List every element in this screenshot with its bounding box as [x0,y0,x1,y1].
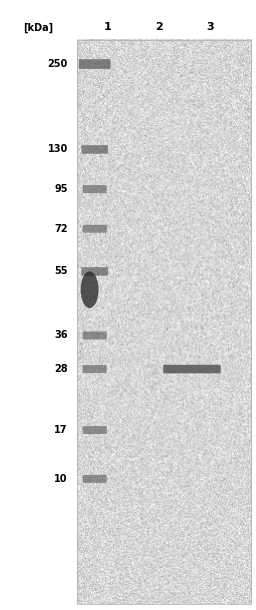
Text: 2: 2 [155,23,163,32]
FancyBboxPatch shape [79,59,111,69]
FancyBboxPatch shape [83,475,107,483]
FancyBboxPatch shape [81,267,108,276]
Text: 28: 28 [54,364,68,374]
FancyBboxPatch shape [83,426,107,434]
Text: [kDa]: [kDa] [23,23,54,32]
Ellipse shape [81,271,99,308]
FancyBboxPatch shape [83,365,107,373]
Text: 55: 55 [54,267,68,276]
Text: 36: 36 [54,331,68,340]
Bar [0,0,77,610]
Text: 17: 17 [54,425,68,435]
FancyBboxPatch shape [83,331,107,339]
FancyBboxPatch shape [81,145,108,154]
Text: 130: 130 [48,145,68,154]
Text: 10: 10 [54,474,68,484]
Text: 95: 95 [54,184,68,194]
Bar [77,40,251,604]
Text: 3: 3 [206,23,214,32]
Text: 72: 72 [54,224,68,234]
FancyBboxPatch shape [83,185,107,193]
FancyBboxPatch shape [163,365,221,373]
Text: 250: 250 [48,59,68,69]
Text: 1: 1 [104,23,111,32]
FancyBboxPatch shape [83,224,107,232]
